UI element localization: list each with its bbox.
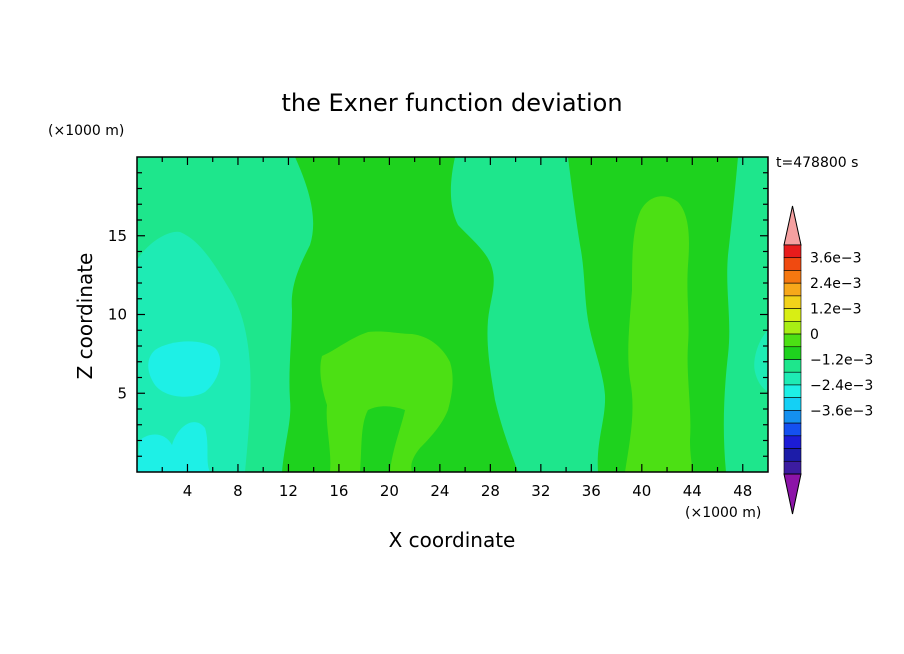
time-label: t=478800 s <box>776 155 858 171</box>
colorbar-swatch <box>783 244 802 259</box>
x-tick-label: 40 <box>632 482 651 500</box>
y-tick-label: 10 <box>108 306 127 324</box>
colorbar-swatch <box>783 422 802 437</box>
colorbar-swatch <box>783 295 802 309</box>
x-tick-label: 4 <box>183 482 193 500</box>
contour-cyan-bottom <box>137 422 210 472</box>
x-axis: 4 8 12 16 20 24 28 32 36 40 44 48 <box>161 157 752 500</box>
x-unit-label: (×1000 m) <box>685 505 761 521</box>
x-tick-label: 32 <box>531 482 550 500</box>
colorbar-label: 3.6e−3 <box>810 251 862 267</box>
colorbar-swatch <box>783 270 802 284</box>
colorbar-swatch <box>783 397 802 411</box>
x-tick-label: 24 <box>430 482 449 500</box>
x-tick-label: 12 <box>279 482 298 500</box>
colorbar-label: −1.2e−3 <box>810 353 873 369</box>
x-tick-label: 8 <box>233 482 243 500</box>
colorbar-swatch <box>783 448 802 462</box>
colorbar-label: 1.2e−3 <box>810 302 862 318</box>
colorbar-label: 0 <box>810 327 819 343</box>
contour-cyan-spot <box>148 341 221 397</box>
x-tick-label: 44 <box>683 482 702 500</box>
y-tick-label: 15 <box>108 227 127 245</box>
colorbar-swatch <box>783 333 802 348</box>
colorbar-swatch <box>783 257 802 271</box>
colorbar-swatch <box>783 435 802 449</box>
x-tick-label: 20 <box>380 482 399 500</box>
colorbar-bottom-arrow <box>783 473 802 515</box>
colorbar-swatch <box>783 371 802 386</box>
colorbar-swatch <box>783 321 802 335</box>
x-tick-label: 36 <box>582 482 601 500</box>
y-tick-label: 5 <box>117 384 127 402</box>
colorbar-swatch <box>783 359 802 373</box>
y-unit-label: (×1000 m) <box>48 123 124 139</box>
x-axis-label: X coordinate <box>389 528 516 552</box>
x-tick-label: 28 <box>481 482 500 500</box>
contour-lightgreen-center <box>320 331 453 472</box>
y-axis-label: Z coordinate <box>73 253 97 380</box>
colorbar-swatch <box>783 308 802 322</box>
y-axis: 5 10 15 <box>108 172 768 457</box>
x-tick-label: 16 <box>329 482 348 500</box>
colorbar-swatch <box>783 282 802 297</box>
colorbar-top-arrow <box>783 205 802 246</box>
colorbar-label: −3.6e−3 <box>810 403 873 419</box>
colorbar: 3.6e−3 2.4e−3 1.2e−3 0 −1.2e−3 −2.4e−3 −3.6e−3 <box>783 205 873 515</box>
colorbar-label: −2.4e−3 <box>810 378 873 394</box>
colorbar-label: 2.4e−3 <box>810 276 862 292</box>
contour-field <box>137 157 768 472</box>
chart-title: the Exner function deviation <box>281 89 622 117</box>
colorbar-swatch <box>783 460 802 475</box>
contour-lightgreen-right <box>625 196 693 472</box>
x-tick-label: 48 <box>733 482 752 500</box>
colorbar-swatch <box>783 346 802 360</box>
colorbar-swatch <box>783 410 802 424</box>
colorbar-swatch <box>783 384 802 398</box>
